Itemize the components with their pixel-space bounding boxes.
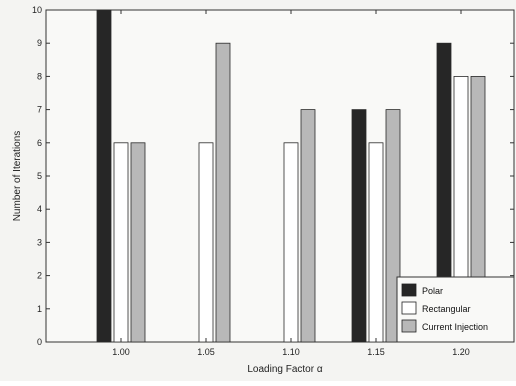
legend-label-polar: Polar bbox=[422, 286, 443, 296]
y-tick-label: 8 bbox=[37, 71, 42, 81]
bar-current-injection bbox=[130, 142, 146, 343]
y-tick-label: 9 bbox=[37, 38, 42, 48]
y-axis-label: Number of Iterations bbox=[12, 131, 23, 222]
x-tick-label: 1.05 bbox=[197, 347, 215, 357]
bar-polar bbox=[96, 9, 112, 343]
x-axis-label: Loading Factor α bbox=[247, 364, 322, 375]
bar-rectangular bbox=[368, 142, 384, 343]
bar-current-injection bbox=[300, 109, 316, 343]
y-tick-label: 1 bbox=[37, 304, 42, 314]
bar-current-injection bbox=[215, 42, 231, 343]
bar-rectangular bbox=[283, 142, 299, 343]
bar-rectangular bbox=[198, 142, 214, 343]
y-axis-ticks: 0 1 2 3 4 5 6 7 8 9 10 bbox=[32, 5, 514, 347]
legend-swatch-rectangular bbox=[401, 301, 417, 315]
y-tick-label: 6 bbox=[37, 138, 42, 148]
x-tick-label: 1.20 bbox=[452, 347, 470, 357]
y-tick-label: 2 bbox=[37, 271, 42, 281]
legend-label-rectangular: Rectangular bbox=[422, 304, 471, 314]
bars bbox=[96, 9, 486, 343]
x-tick-label: 1.00 bbox=[112, 347, 130, 357]
legend-swatch-polar bbox=[401, 283, 417, 297]
legend-swatch-current-injection bbox=[401, 319, 417, 333]
x-tick-label: 1.10 bbox=[282, 347, 300, 357]
x-tick-label: 1.15 bbox=[367, 347, 385, 357]
y-tick-label: 3 bbox=[37, 237, 42, 247]
y-tick-label: 5 bbox=[37, 171, 42, 181]
legend-label-current-injection: Current Injection bbox=[422, 322, 488, 332]
bar-polar bbox=[351, 109, 367, 343]
y-tick-label: 10 bbox=[32, 5, 42, 15]
y-tick-label: 0 bbox=[37, 337, 42, 347]
legend: Polar Rectangular Current Injection bbox=[396, 276, 515, 343]
x-axis-ticks: 1.00 1.05 1.10 1.15 1.20 bbox=[112, 10, 470, 357]
y-tick-label: 4 bbox=[37, 204, 42, 214]
bar-rectangular bbox=[113, 142, 129, 343]
legend-box bbox=[396, 276, 515, 343]
y-tick-label: 7 bbox=[37, 105, 42, 115]
